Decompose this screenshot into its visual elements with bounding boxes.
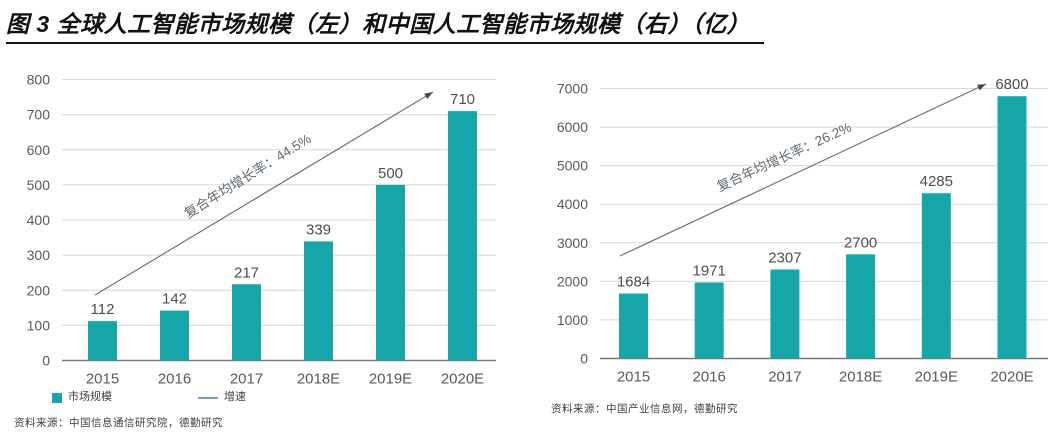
x-category-label: 2016 — [693, 369, 726, 386]
y-tick-label: 7000 — [557, 81, 588, 97]
bar — [232, 284, 261, 361]
bar-series-swatch — [52, 392, 62, 403]
x-category-label: 2020E — [990, 369, 1033, 386]
source-note-right: 资料来源：中国产业信息网，德勤研究 — [551, 403, 738, 415]
bar-value-label: 2700 — [844, 234, 877, 251]
bar-value-label: 710 — [450, 91, 475, 108]
y-tick-label: 300 — [27, 247, 51, 263]
y-tick-label: 0 — [580, 351, 588, 367]
bar — [846, 254, 876, 359]
bar-value-label: 6800 — [995, 76, 1028, 93]
bar-value-label: 112 — [91, 301, 115, 318]
bar-value-label: 4285 — [920, 173, 953, 190]
bar — [304, 241, 333, 361]
legend-label-growth-rate: 增速 — [224, 391, 246, 403]
y-tick-label: 2000 — [557, 273, 588, 289]
figure-title: 图 3 全球人工智能市场规模（左）和中国人工智能市场规模（右）（亿） — [6, 5, 765, 44]
arrow-head-icon — [424, 92, 433, 99]
x-category-label: 2019E — [369, 371, 412, 388]
y-tick-label: 600 — [27, 142, 51, 158]
bar — [997, 96, 1027, 359]
bar-value-label: 339 — [306, 221, 331, 238]
bar — [770, 269, 800, 359]
legend-item-growth-rate: 增速 — [198, 392, 246, 403]
bar-value-label: 217 — [234, 264, 259, 281]
bar-value-label: 142 — [162, 291, 187, 308]
arrow-head-icon — [977, 84, 986, 91]
x-category-label: 2018E — [297, 371, 340, 388]
y-tick-label: 4000 — [557, 196, 588, 212]
y-tick-label: 800 — [27, 72, 51, 88]
bar-value-label: 2307 — [768, 250, 801, 267]
x-category-label: 2017 — [230, 371, 263, 388]
y-tick-label: 200 — [27, 282, 51, 298]
x-category-label: 2019E — [915, 369, 958, 386]
bar-value-label: 1971 — [693, 262, 726, 279]
x-category-label: 2020E — [441, 371, 484, 388]
growth-trend-arrow-line — [94, 91, 434, 296]
x-category-label: 2015 — [86, 371, 119, 388]
growth-trend-arrow-line — [619, 83, 987, 257]
line-series-swatch — [198, 396, 218, 399]
y-tick-label: 6000 — [557, 119, 588, 135]
bar — [619, 293, 648, 359]
bar — [88, 321, 117, 361]
y-tick-label: 500 — [27, 177, 51, 193]
bar — [694, 282, 724, 359]
bar-value-label: 1684 — [617, 274, 650, 291]
bar-value-label: 500 — [378, 165, 403, 182]
x-category-label: 2016 — [158, 371, 191, 388]
y-tick-label: 100 — [27, 317, 51, 333]
y-tick-label: 5000 — [557, 158, 588, 174]
legend-label-market-size: 市场规模 — [68, 391, 112, 403]
y-tick-label: 400 — [27, 212, 51, 228]
bar — [448, 111, 477, 361]
bar — [921, 193, 951, 359]
y-tick-label: 3000 — [557, 235, 588, 251]
y-tick-label: 0 — [42, 353, 50, 369]
bar — [376, 184, 405, 361]
bar — [160, 310, 189, 361]
x-category-label: 2018E — [839, 369, 882, 386]
x-category-label: 2017 — [768, 369, 801, 386]
y-tick-label: 1000 — [557, 312, 588, 328]
source-note-left: 资料来源：中国信息通信研究院，德勤研究 — [14, 417, 223, 429]
legend-item-market-size: 市场规模 — [52, 392, 112, 403]
x-category-label: 2015 — [617, 369, 650, 386]
y-tick-label: 700 — [27, 107, 51, 123]
